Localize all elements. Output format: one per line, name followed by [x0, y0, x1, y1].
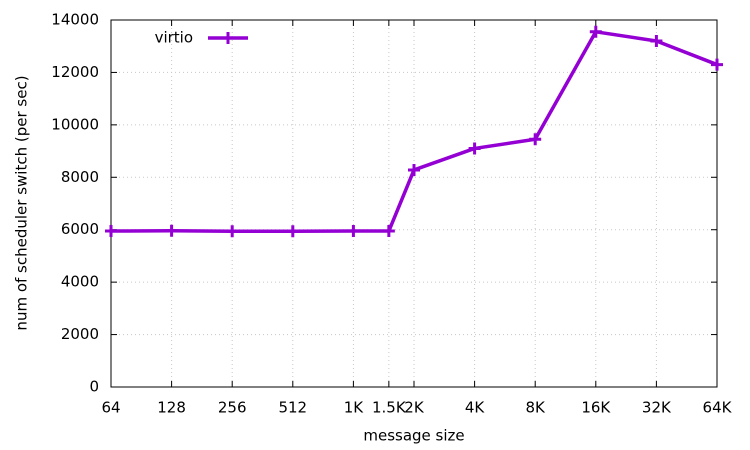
marker [222, 32, 234, 44]
y-tick-label: 2000 [61, 325, 99, 343]
x-tick-label: 1.5K [372, 399, 407, 417]
y-axis-label: num of scheduler switch (per sec) [13, 75, 31, 330]
y-tick-label: 0 [89, 378, 99, 396]
y-tick-label: 6000 [61, 220, 99, 238]
y-tick-label: 10000 [51, 115, 99, 133]
x-tick-label: 16K [581, 399, 611, 417]
x-tick-label: 2K [404, 399, 425, 417]
marker [347, 225, 360, 238]
marker [529, 133, 542, 146]
x-tick-label: 128 [157, 399, 186, 417]
y-tick-label: 12000 [51, 63, 99, 81]
marker [468, 142, 481, 155]
x-tick-label: 64 [101, 399, 120, 417]
marker [105, 225, 117, 238]
x-axis-label: message size [363, 427, 464, 445]
x-tick-label: 512 [278, 399, 307, 417]
marker [650, 34, 663, 47]
y-tick-label: 14000 [51, 11, 99, 29]
x-tick-label: 64K [703, 399, 733, 417]
marker [711, 58, 723, 71]
x-tick-label: 1K [344, 399, 365, 417]
legend-label: virtio [155, 29, 193, 47]
x-tick-label: 32K [642, 399, 672, 417]
y-tick-label: 4000 [61, 273, 99, 291]
marker [408, 163, 420, 176]
marker [226, 225, 239, 238]
line [110, 30, 718, 234]
x-tick-label: 256 [218, 399, 247, 417]
plot-frame [110, 19, 718, 388]
marker [382, 225, 395, 238]
marker [165, 224, 178, 237]
marker [286, 225, 299, 238]
marker [589, 25, 602, 38]
y-tick-label: 8000 [61, 168, 99, 186]
x-tick-label: 8K [526, 399, 547, 417]
x-tick-label: 4K [465, 399, 486, 417]
